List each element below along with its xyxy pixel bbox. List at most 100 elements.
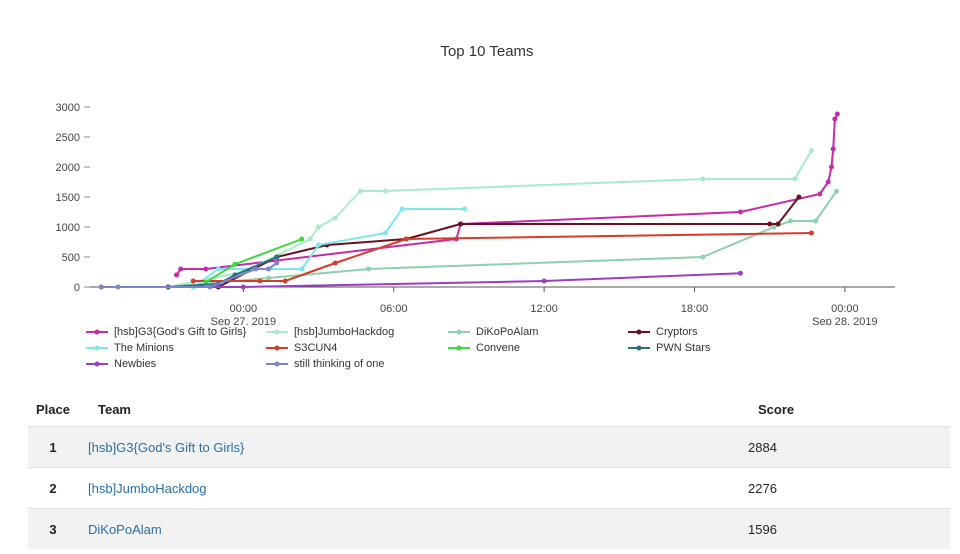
data-point-the-minions (382, 230, 388, 236)
data-point-hsb-jumbohackdog (808, 147, 814, 153)
data-point-s3cun4 (257, 278, 263, 284)
y-tick-label: 1500 (56, 192, 80, 204)
data-point-hsb-g3-god-s-gift-to-girls (832, 116, 838, 122)
data-point-still-thinking-of-one (265, 266, 271, 272)
data-point-s3cun4 (332, 260, 338, 266)
x-tick-label: 06:00 (380, 303, 408, 315)
header-score: Score (758, 401, 795, 417)
data-point-the-minions (462, 206, 468, 212)
legend-item[interactable]: DiKoPoAlam (448, 326, 538, 338)
legend-swatch-icon (266, 345, 288, 351)
legend-swatch-icon (86, 345, 108, 351)
row-place: 1 (49, 439, 57, 455)
data-point-dikopoalam (700, 254, 706, 260)
x-tick-label: 12:00 (530, 303, 558, 315)
legend-label: Newbies (114, 358, 157, 370)
data-point-dikopoalam (771, 224, 777, 230)
legend-item[interactable]: Newbies (86, 358, 156, 370)
data-point-still-thinking-of-one (207, 284, 213, 290)
legend-item[interactable]: [hsb]G3{God's Gift to Girls} (86, 326, 246, 338)
data-point-hsb-g3-god-s-gift-to-girls (817, 191, 823, 197)
data-point-hsb-g3-god-s-gift-to-girls (830, 146, 836, 152)
row-score: 2884 (748, 439, 777, 455)
data-point-convene (203, 279, 209, 285)
legend-swatch-icon (448, 345, 470, 351)
data-point-s3cun4 (808, 230, 814, 236)
data-point-pwn-stars (274, 254, 280, 260)
data-point-dikopoalam (366, 266, 372, 272)
legend-item[interactable]: still thinking of one (266, 358, 385, 370)
team-link[interactable]: [hsb]G3{God's Gift to Girls} (88, 439, 245, 455)
data-point-hsb-jumbohackdog (316, 224, 322, 230)
team-link[interactable]: [hsb]JumboHackdog (88, 480, 207, 496)
legend-item[interactable]: The Minions (86, 342, 174, 354)
legend-label: [hsb]G3{God's Gift to Girls} (114, 326, 247, 338)
legend-label: [hsb]JumboHackdog (294, 326, 395, 338)
x-tick-label: 00:00 (230, 303, 258, 315)
data-point-still-thinking-of-one (98, 284, 104, 290)
legend-item[interactable]: [hsb]JumboHackdog (266, 326, 394, 338)
data-point-dikopoalam (834, 188, 840, 194)
data-point-s3cun4 (282, 278, 288, 284)
legend-label: Convene (476, 342, 521, 354)
row-score: 2276 (748, 480, 777, 496)
series-line-cryptors (168, 196, 800, 288)
legend-label: The Minions (114, 342, 174, 354)
data-point-cryptors (775, 221, 781, 227)
legend-item[interactable]: Cryptors (628, 326, 698, 338)
x-tick-date-label: Sep 28, 2019 (812, 316, 877, 325)
data-point-convene (232, 261, 238, 267)
data-point-still-thinking-of-one (253, 266, 259, 272)
data-point-hsb-g3-god-s-gift-to-girls (834, 111, 840, 117)
data-point-s3cun4 (403, 236, 409, 242)
data-point-dikopoalam (813, 218, 819, 224)
legend-swatch-icon (86, 361, 108, 367)
data-point-cryptors (458, 221, 464, 227)
legend-swatch-icon (448, 329, 470, 335)
data-point-still-thinking-of-one (115, 284, 121, 290)
x-tick-label: 18:00 (681, 303, 709, 315)
data-point-convene (299, 236, 305, 242)
legend-item[interactable]: PWN Stars (628, 342, 710, 354)
data-point-newbies (240, 284, 246, 290)
data-point-hsb-g3-god-s-gift-to-girls (829, 164, 835, 170)
row-place: 2 (49, 480, 57, 496)
y-tick-label: 3000 (56, 102, 80, 114)
row-score: 1596 (748, 521, 777, 537)
legend-swatch-icon (628, 329, 650, 335)
data-point-hsb-jumbohackdog (332, 215, 338, 221)
score-chart: Top 10 Teams 0 500 1000 1500 2000 2500 3000 00:0… (56, 43, 895, 325)
y-tick-label: 500 (62, 252, 80, 264)
data-point-newbies (541, 278, 547, 284)
data-point-hsb-g3-god-s-gift-to-girls (178, 266, 184, 272)
series-line-hsb-g3-god-s-gift-to-girls (175, 113, 839, 276)
data-point-hsb-jumbohackdog (792, 176, 798, 182)
x-tick-date-label: Sep 27, 2019 (211, 316, 276, 325)
legend-label: Cryptors (656, 326, 698, 338)
y-tick-label: 1000 (56, 222, 80, 234)
legend-swatch-icon (628, 345, 650, 351)
data-point-the-minions (399, 206, 405, 212)
data-point-hsb-jumbohackdog (700, 176, 706, 182)
legend-swatch-icon (266, 329, 288, 335)
legend-label: still thinking of one (294, 358, 385, 370)
legend-swatch-icon (266, 361, 288, 367)
chart-title: Top 10 Teams (440, 43, 533, 60)
legend-item[interactable]: S3CUN4 (266, 342, 337, 354)
x-tick-label: 00:00 (831, 303, 859, 315)
legend-label: PWN Stars (656, 342, 711, 354)
data-point-the-minions (215, 266, 221, 272)
team-link[interactable]: DiKoPoAlam (88, 521, 162, 537)
data-point-the-minions (316, 242, 322, 248)
table-row: 2 [hsb]JumboHackdog 2276 (28, 467, 950, 508)
data-point-s3cun4 (190, 278, 196, 284)
data-point-the-minions (299, 266, 305, 272)
y-tick-label: 0 (74, 282, 80, 294)
data-point-cryptors (767, 221, 773, 227)
table-row: 1 [hsb]G3{God's Gift to Girls} 2884 (28, 426, 950, 467)
data-point-dikopoalam (265, 275, 271, 281)
table-header: Place Team Score (28, 392, 950, 426)
data-point-hsb-jumbohackdog (357, 188, 363, 194)
legend-label: DiKoPoAlam (476, 326, 539, 338)
legend-item[interactable]: Convene (448, 342, 520, 354)
